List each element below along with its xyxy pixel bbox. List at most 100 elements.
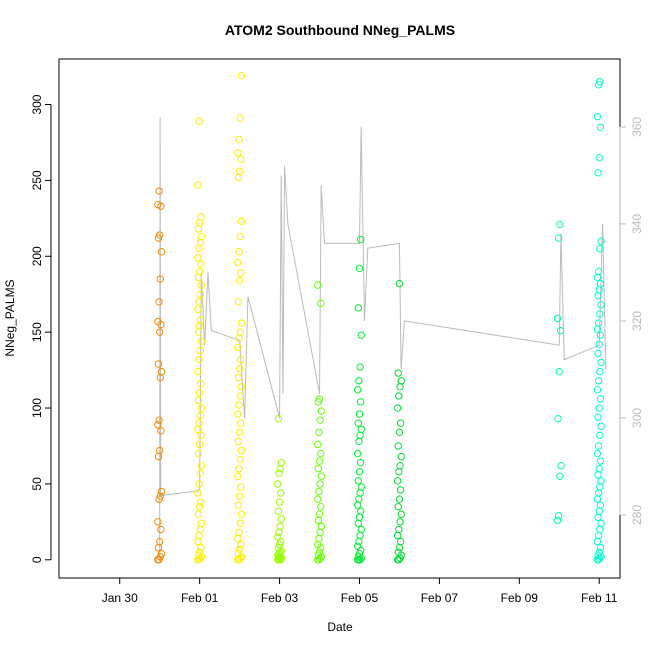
data-point	[317, 449, 325, 458]
data-point	[236, 328, 244, 336]
data-point	[197, 316, 205, 324]
data-point	[154, 360, 163, 368]
data-point	[197, 519, 206, 528]
data-point	[195, 267, 204, 276]
data-point	[595, 465, 603, 473]
data-point	[315, 457, 324, 465]
data-point	[314, 440, 322, 449]
data-point	[197, 281, 206, 289]
x-tick-label: Feb 03	[261, 591, 299, 605]
data-point	[237, 217, 246, 226]
data-point	[356, 235, 365, 244]
data-point	[316, 480, 324, 488]
data-point	[157, 487, 166, 496]
data-point	[235, 135, 243, 144]
data-point	[237, 71, 246, 80]
data-point	[553, 314, 562, 323]
data-point	[555, 367, 563, 376]
data-point	[195, 389, 204, 397]
data-point	[394, 369, 402, 377]
data-point	[235, 545, 244, 553]
data-point	[315, 510, 324, 518]
data-point	[597, 519, 605, 528]
data-point	[197, 213, 205, 221]
chart-title: ATOM2 Southbound NNeg_PALMS	[225, 22, 455, 38]
data-point	[357, 331, 365, 339]
y-tick-label-left: 0	[30, 556, 44, 563]
data-point	[236, 392, 244, 400]
data-point	[553, 516, 562, 525]
axis-layer: 0 50 100 150 200 250 300 280 300 320 340 360 Jan 30 F…	[30, 94, 644, 605]
data-point	[357, 483, 365, 491]
data-point	[197, 462, 206, 470]
data-point	[234, 437, 243, 446]
data-point	[557, 462, 565, 470]
data-point	[595, 340, 603, 348]
y-tick-label-left: 50	[30, 477, 44, 491]
data-point	[274, 507, 283, 515]
data-point	[594, 377, 603, 385]
x-tick-label: Feb 01	[181, 591, 219, 605]
data-point	[236, 519, 244, 528]
y-tick-label-left: 250	[30, 170, 44, 190]
point-series-3	[274, 414, 286, 564]
data-point	[596, 331, 605, 339]
data-point	[195, 548, 204, 556]
data-point	[157, 550, 166, 558]
data-point	[235, 276, 244, 285]
data-point	[353, 449, 362, 458]
point-series-6	[393, 279, 405, 564]
data-point	[234, 343, 242, 352]
data-point	[594, 267, 603, 276]
data-point	[236, 455, 244, 464]
data-point	[156, 492, 164, 500]
data-point	[276, 548, 284, 556]
data-point	[593, 449, 602, 458]
data-point	[196, 346, 204, 355]
data-point	[277, 458, 286, 467]
data-point	[194, 510, 203, 518]
data-point	[397, 510, 405, 518]
data-point	[554, 414, 562, 423]
data-point	[596, 431, 604, 440]
data-point	[395, 556, 403, 564]
data-point	[235, 364, 244, 373]
data-point	[393, 404, 402, 412]
data-point	[354, 419, 362, 427]
data-point	[394, 548, 402, 556]
x-tick-label: Jan 30	[102, 591, 138, 605]
data-point	[315, 487, 323, 496]
data-point	[237, 419, 245, 427]
x-tick-label: Feb 09	[501, 591, 539, 605]
point-series-7	[553, 220, 565, 525]
data-point	[396, 518, 404, 526]
data-point	[157, 525, 165, 534]
data-point	[596, 367, 604, 376]
data-point	[317, 299, 325, 308]
data-point	[314, 465, 323, 473]
data-point	[237, 319, 246, 327]
data-point	[317, 502, 325, 511]
data-point	[355, 468, 364, 476]
data-point	[195, 502, 204, 511]
data-point	[314, 495, 322, 503]
data-point	[197, 380, 205, 388]
data-point	[157, 427, 165, 435]
data-point	[395, 428, 404, 437]
x-tick-label: Feb 05	[341, 591, 379, 605]
data-point	[234, 472, 242, 481]
data-point	[234, 258, 242, 267]
data-point	[595, 404, 603, 412]
data-point	[195, 440, 204, 449]
data-point	[235, 428, 244, 437]
data-point	[236, 114, 244, 122]
data-point	[596, 395, 605, 403]
data-point	[237, 510, 246, 518]
data-point	[355, 264, 364, 273]
data-point	[397, 452, 405, 461]
data-point	[194, 396, 203, 405]
y-tick-label-left: 200	[30, 246, 44, 266]
data-point	[597, 422, 605, 430]
y-tick-label-left: 100	[30, 398, 44, 418]
